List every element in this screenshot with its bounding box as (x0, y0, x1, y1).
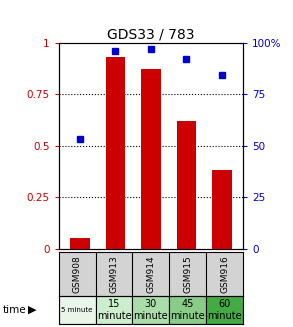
Text: GSM914: GSM914 (146, 255, 155, 293)
Bar (206, 296, 243, 324)
Text: GSM915: GSM915 (183, 255, 192, 293)
Bar (106, 57, 125, 249)
Bar (96, 296, 132, 324)
Bar (59, 296, 96, 324)
Text: 15
minute: 15 minute (97, 299, 131, 321)
Title: GDS33 / 783: GDS33 / 783 (107, 27, 195, 41)
Bar (212, 170, 232, 249)
Bar (70, 238, 90, 249)
Text: GSM916: GSM916 (220, 255, 229, 293)
Text: 5 minute: 5 minute (61, 307, 93, 313)
Bar (132, 296, 169, 324)
Text: 60
minute: 60 minute (207, 299, 242, 321)
Bar (141, 69, 161, 249)
Text: 30
minute: 30 minute (134, 299, 168, 321)
Bar (169, 296, 206, 324)
Text: GSM908: GSM908 (73, 255, 81, 293)
Text: 45
minute: 45 minute (171, 299, 205, 321)
Text: GSM913: GSM913 (110, 255, 118, 293)
Text: ▶: ▶ (28, 305, 37, 315)
Bar (177, 121, 196, 249)
Text: time: time (3, 305, 27, 315)
